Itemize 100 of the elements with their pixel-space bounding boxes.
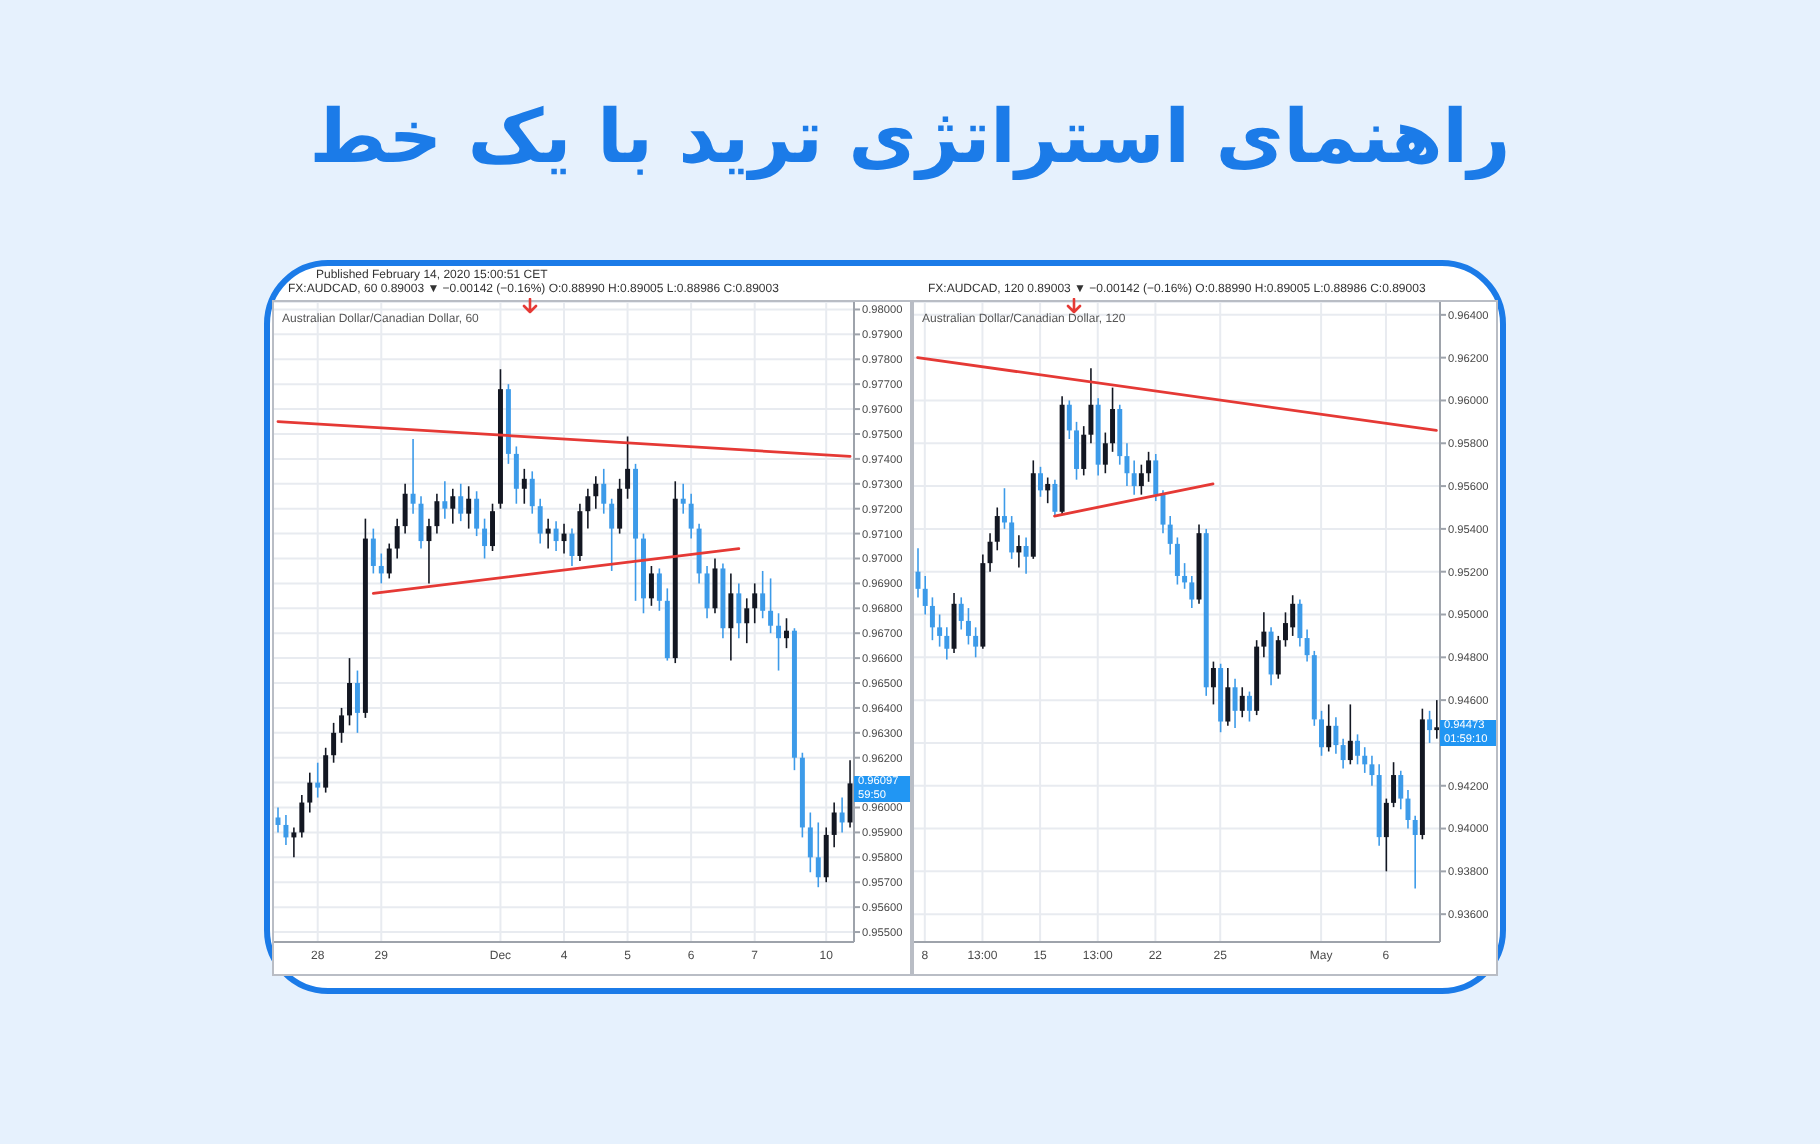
candlestick	[601, 468, 607, 515]
candlestick	[958, 596, 964, 631]
candlestick	[339, 707, 345, 744]
candlestick	[577, 502, 583, 562]
candlestick	[1290, 594, 1296, 637]
candlestick	[744, 597, 750, 644]
candlestick	[1391, 761, 1397, 808]
candlestick	[1283, 611, 1288, 648]
candlestick	[1153, 453, 1159, 502]
candlestick	[823, 826, 829, 884]
candlestick	[561, 522, 567, 555]
candlestick	[1045, 476, 1051, 504]
candlestick	[331, 722, 337, 764]
candlestick	[922, 575, 928, 616]
candlestick	[1355, 733, 1361, 766]
candlestick	[1102, 431, 1108, 475]
candlestick	[688, 492, 694, 540]
candlestick	[1066, 399, 1072, 440]
candlestick	[1174, 536, 1180, 586]
candlestick	[1210, 660, 1216, 706]
candlestick	[807, 811, 813, 874]
candlestick	[1326, 703, 1332, 753]
candlestick	[490, 502, 495, 552]
candlestick	[1340, 737, 1346, 770]
candlestick	[1038, 466, 1043, 498]
candlestick	[434, 492, 440, 535]
candlestick	[394, 517, 400, 560]
candlestick	[656, 567, 662, 612]
candlestick	[929, 596, 935, 641]
candlestick	[1052, 478, 1058, 517]
candlestick	[370, 527, 376, 575]
candlestick	[1117, 403, 1123, 466]
candlestick	[728, 572, 734, 662]
candlestick	[768, 577, 774, 635]
candlestick	[466, 485, 472, 530]
candlestick	[847, 759, 853, 829]
candlestick	[593, 475, 599, 510]
candlestick	[1225, 667, 1231, 727]
candlestick	[450, 487, 456, 525]
candlestick	[1138, 463, 1144, 496]
candlestick	[347, 657, 352, 727]
candlestick	[1167, 515, 1173, 556]
candlestick	[442, 480, 448, 520]
candlestick	[1016, 534, 1022, 569]
candlestick	[1261, 611, 1267, 659]
candlestick	[1232, 677, 1238, 729]
candlestick	[458, 482, 464, 522]
candlestick	[839, 796, 845, 834]
candlestick	[410, 438, 416, 515]
candlestick	[1434, 699, 1440, 740]
candlestick	[354, 669, 360, 734]
candlestick	[513, 445, 519, 505]
candlestick	[378, 552, 384, 585]
candlestick	[648, 565, 654, 607]
candlestick	[1383, 797, 1389, 873]
candlestick	[1304, 628, 1310, 663]
candlestick	[521, 468, 527, 505]
candlestick	[1023, 536, 1029, 575]
candlestick	[609, 497, 615, 572]
candlestick	[1297, 598, 1303, 648]
chart-title: راهنمای استراتژی ترید با یک خط	[307, 92, 1513, 184]
candlestick	[1275, 635, 1281, 680]
candlestick	[1347, 703, 1353, 766]
candlestick	[291, 826, 297, 859]
candlestick	[1319, 710, 1324, 757]
candlestick	[680, 482, 686, 515]
candlestick	[1009, 515, 1015, 560]
candlestick	[1246, 690, 1252, 723]
candlestick	[696, 522, 702, 585]
candlestick	[1427, 710, 1433, 744]
candlestick	[386, 542, 392, 580]
candlestick	[1182, 562, 1188, 590]
candlestick	[625, 435, 631, 500]
candlestick	[760, 570, 766, 620]
candlestick	[482, 517, 488, 560]
candlestick	[1239, 686, 1245, 719]
candlestick	[951, 592, 957, 654]
candlestick	[965, 607, 971, 646]
candlestick	[1189, 575, 1195, 609]
candlestick	[307, 771, 313, 814]
candlestick	[752, 582, 758, 625]
candlestick	[617, 478, 623, 535]
candlestick	[815, 821, 821, 889]
candlestick	[283, 814, 289, 846]
candlestick	[1412, 814, 1418, 890]
candlestick	[1110, 386, 1116, 453]
candlestick	[784, 617, 789, 649]
candlestick	[1074, 421, 1079, 481]
candlestick	[944, 626, 950, 661]
candlestick	[1333, 716, 1339, 755]
candlestick	[776, 612, 782, 672]
candlestick	[299, 794, 305, 839]
candlestick	[1131, 459, 1137, 496]
candlestick	[1362, 746, 1368, 774]
candlestick	[1369, 754, 1375, 787]
candlestick	[704, 565, 710, 620]
candlestick	[474, 490, 480, 537]
candlestick	[831, 801, 837, 849]
candlestick	[323, 746, 329, 794]
candlestick	[545, 517, 551, 550]
